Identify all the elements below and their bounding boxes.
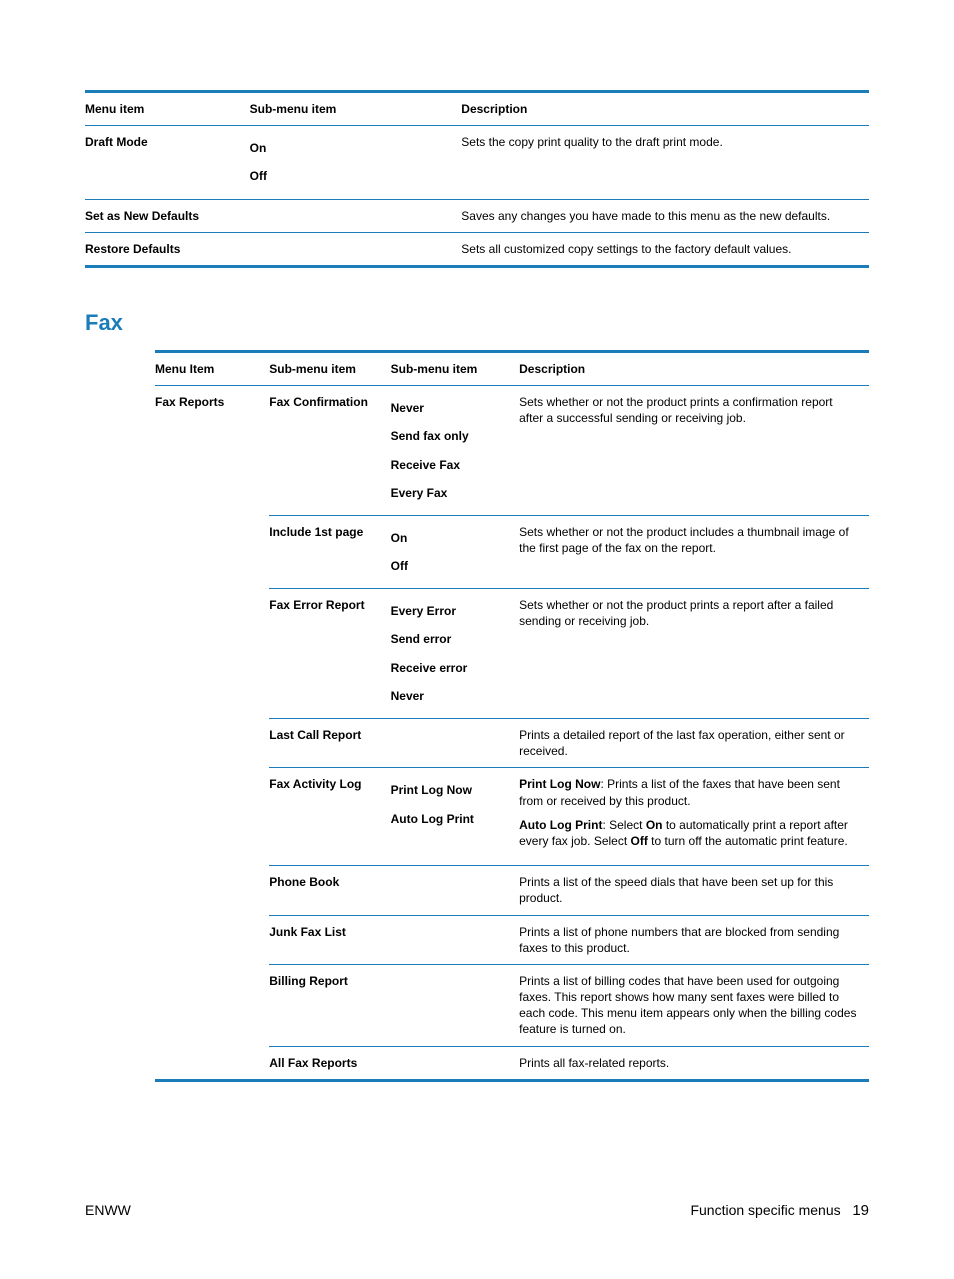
t2-desc: Prints a list of phone numbers that are … [519,915,869,964]
t2-desc: Sets whether or not the product prints a… [519,589,869,719]
t1-row-desc: Saves any changes you have made to this … [461,199,869,232]
t1-row-menu: Draft Mode [85,126,250,199]
t1-header-menu: Menu item [85,92,250,126]
t2-sub2-opt: Print Log Now [391,776,510,804]
footer-section-label: Function specific menus [690,1202,840,1218]
t2-sub2-opt: Every Fax [391,479,510,507]
t2-header-menu: Menu Item [155,351,269,385]
t2-desc: Prints a list of billing codes that have… [519,964,869,1046]
t2-sub1: Fax Activity Log [269,768,390,866]
t1-row-menu: Set as New Defaults [85,199,250,232]
footer-right: Function specific menus 19 [690,1202,869,1219]
t2-sub2-opt: Send error [391,625,510,653]
t2-sub2-opt: Never [391,394,510,422]
t2-sub2-opt: Never [391,682,510,710]
t1-header-sub: Sub-menu item [250,92,462,126]
t2-sub1: Fax Error Report [269,589,390,719]
t1-row-menu: Restore Defaults [85,232,250,266]
t2-sub1: Junk Fax List [269,915,390,964]
t2-menu-item: Fax Reports [155,386,269,1081]
t2-desc: Prints all fax-related reports. [519,1046,869,1080]
t2-sub2-opt: Send fax only [391,422,510,450]
t2-sub1: Fax Confirmation [269,386,390,516]
desc-bold: On [646,818,663,832]
t2-sub1: Billing Report [269,964,390,1046]
t2-sub1: Last Call Report [269,719,390,768]
t1-row-subs: On Off [250,126,462,199]
t2-desc: Sets whether or not the product includes… [519,515,869,588]
t2-desc-rich: Print Log Now: Prints a list of the faxe… [519,768,869,866]
t1-sub-opt: On [250,134,452,162]
t2-header-desc: Description [519,351,869,385]
desc-text: to turn off the automatic print feature. [648,834,848,848]
t2-sub2-opt: Receive error [391,654,510,682]
section-heading-fax: Fax [85,310,869,336]
t2-desc: Sets whether or not the product prints a… [519,386,869,516]
fax-menu-table: Menu Item Sub-menu item Sub-menu item De… [155,350,869,1082]
t1-sub-opt: Off [250,162,452,190]
t1-header-desc: Description [461,92,869,126]
t2-sub1: All Fax Reports [269,1046,390,1080]
t2-header-sub1: Sub-menu item [269,351,390,385]
desc-bold: Off [631,834,648,848]
t2-sub2-opt: On [391,524,510,552]
copy-menu-table: Menu item Sub-menu item Description Draf… [85,90,869,268]
t2-sub2-list: Never Send fax only Receive Fax Every Fa… [391,386,520,516]
t2-sub2-opt: Auto Log Print [391,805,510,833]
t2-sub2-opt: Every Error [391,597,510,625]
t2-sub2-list: On Off [391,515,520,588]
t2-sub2-opt: Receive Fax [391,451,510,479]
t2-sub2-list: Print Log Now Auto Log Print [391,768,520,866]
t1-row-desc: Sets all customized copy settings to the… [461,232,869,266]
footer-page-number: 19 [852,1202,869,1219]
t2-sub1: Phone Book [269,866,390,915]
t2-sub2-list: Every Error Send error Receive error Nev… [391,589,520,719]
t2-desc: Prints a detailed report of the last fax… [519,719,869,768]
t2-sub1: Include 1st page [269,515,390,588]
t2-desc: Prints a list of the speed dials that ha… [519,866,869,915]
t2-sub2-opt: Off [391,552,510,580]
t1-row-desc: Sets the copy print quality to the draft… [461,126,869,199]
desc-text: : Select [602,818,645,832]
footer-left: ENWW [85,1202,131,1219]
desc-bold: Print Log Now [519,777,600,791]
t2-header-sub2: Sub-menu item [391,351,520,385]
desc-bold: Auto Log Print [519,818,602,832]
page-footer: ENWW Function specific menus 19 [85,1202,869,1219]
